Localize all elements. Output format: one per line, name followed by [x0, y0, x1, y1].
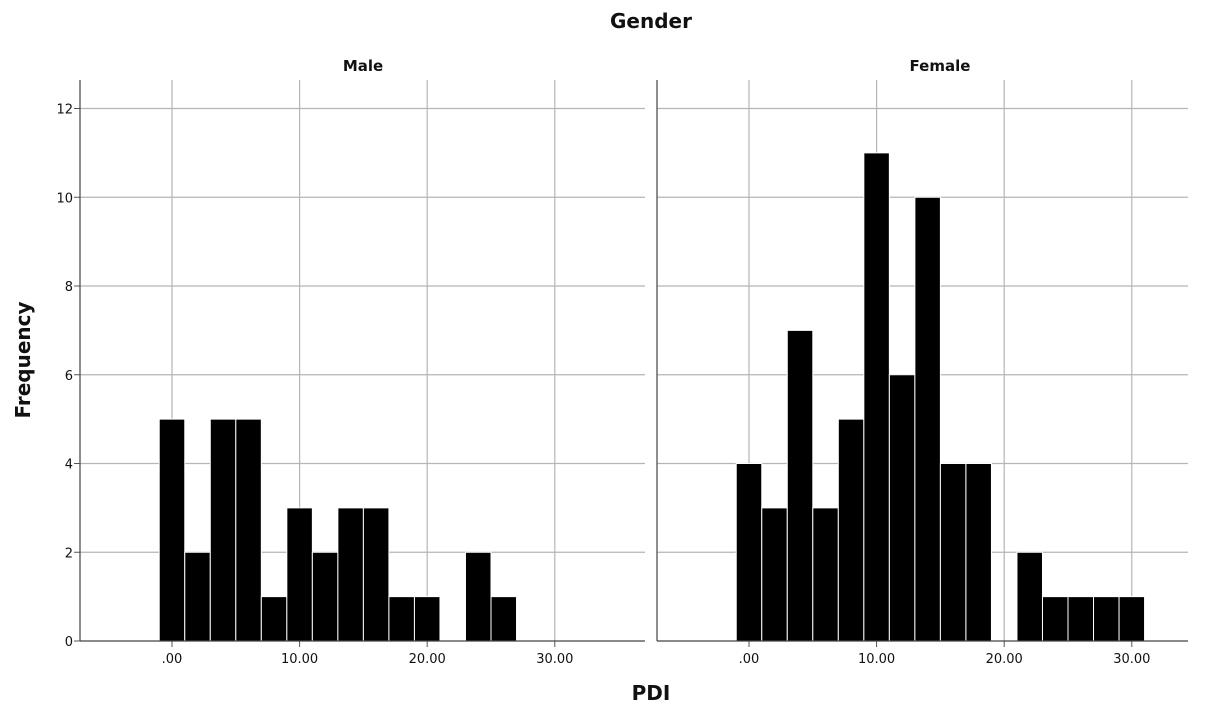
panel-label-male: Male: [343, 57, 383, 75]
histogram-bar: [786, 329, 814, 642]
histogram-bar: [158, 418, 186, 642]
histogram-bar: [1118, 596, 1146, 642]
histogram-bar: [362, 507, 390, 642]
y-tick-label: 2: [65, 546, 73, 561]
histogram-bar: [1067, 596, 1095, 642]
y-tick-label: 8: [65, 280, 73, 295]
x-tick-label: 20.00: [986, 652, 1023, 667]
histogram-bar: [388, 596, 415, 642]
y-tick-label: 12: [56, 103, 73, 118]
histogram-bar: [1093, 596, 1120, 642]
x-tick-label: .00: [739, 652, 760, 667]
chart-title: Gender: [610, 9, 692, 33]
histogram-bar: [863, 152, 890, 642]
y-axis-ticks: 0 2 4 6 8 10 12: [56, 103, 80, 650]
y-tick-label: 6: [65, 369, 73, 384]
histogram-bar: [837, 418, 865, 642]
histogram-bar: [735, 463, 763, 642]
histogram-bar: [914, 196, 941, 642]
x-tick-label: 10.00: [858, 652, 895, 667]
histogram-bar: [490, 596, 518, 642]
histogram-bar: [184, 551, 211, 642]
histogram-bar: [286, 507, 313, 642]
x-tick-label: 30.00: [536, 652, 573, 667]
histogram-bar: [413, 596, 441, 642]
y-tick-label: 4: [65, 458, 73, 473]
histogram-bar: [939, 463, 967, 642]
histogram-bar: [311, 551, 339, 642]
histogram-bar: [812, 507, 839, 642]
histogram-bar: [209, 418, 237, 642]
histogram-bar: [235, 418, 262, 642]
x-tick-label: 30.00: [1113, 652, 1150, 667]
x-axis-label: PDI: [632, 681, 671, 705]
histogram-bar: [464, 551, 492, 642]
panel-male: .00 10.00 20.00 30.00: [79, 80, 645, 667]
histogram-bar: [1016, 551, 1043, 642]
x-tick-label: 10.00: [281, 652, 318, 667]
histogram-bar: [761, 507, 788, 642]
y-tick-label: 10: [56, 191, 73, 206]
histogram-bar: [1041, 596, 1069, 642]
histogram-bar: [337, 507, 364, 642]
histogram-bar: [260, 596, 288, 642]
x-tick-label: 20.00: [409, 652, 446, 667]
panel-label-female: Female: [910, 57, 971, 75]
panel-female: .00 10.00 20.00 30.00: [656, 80, 1188, 667]
x-tick-label: .00: [162, 652, 183, 667]
y-axis-label: Frequency: [11, 301, 35, 418]
y-tick-label: 0: [65, 635, 73, 650]
histogram-bar: [965, 463, 992, 642]
histogram-bar: [888, 374, 916, 642]
